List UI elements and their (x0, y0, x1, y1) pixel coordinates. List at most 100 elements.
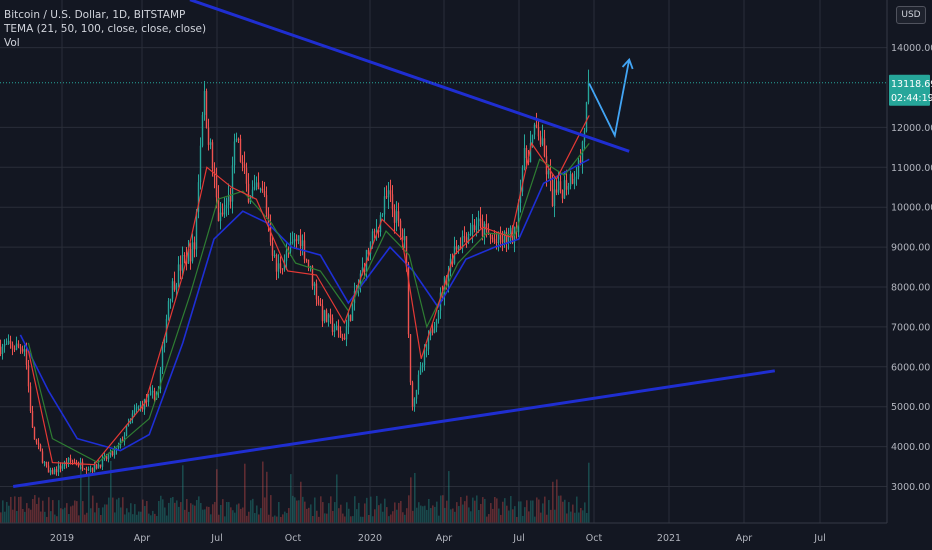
candle-body (457, 246, 460, 250)
candle-body (135, 407, 138, 411)
candle-body (85, 469, 88, 471)
candle-body (471, 224, 474, 234)
volume-bar (18, 497, 20, 523)
volume-bar (52, 500, 54, 523)
volume-bar (138, 511, 140, 523)
candle-body (145, 399, 148, 402)
volume-bar (440, 495, 442, 523)
candle-body (181, 255, 184, 271)
trendline-upper (189, 0, 630, 153)
volume-bar (78, 515, 80, 523)
projection-path (588, 59, 631, 139)
volume-bar (70, 506, 72, 523)
volume-bar (414, 472, 416, 523)
volume-bar (408, 495, 410, 523)
volume-bar (304, 501, 306, 523)
candle-body (55, 469, 58, 473)
candle-body (205, 90, 208, 128)
candle-body (461, 236, 464, 249)
currency-button[interactable]: USD (896, 6, 926, 24)
volume-bar (376, 495, 378, 523)
candle-body (321, 305, 324, 322)
volume-bar (16, 510, 18, 523)
volume-bar (150, 515, 152, 523)
volume-bar (536, 497, 538, 523)
volume-bar (94, 512, 96, 523)
candle-body (219, 212, 222, 222)
candle-body (585, 102, 588, 131)
volume-bar (310, 504, 312, 523)
candle-body (357, 284, 360, 291)
volume-bar (226, 502, 228, 523)
volume-bar (284, 511, 286, 523)
volume-bar (560, 495, 562, 523)
chart-legend: Bitcoin / U.S. Dollar, 1D, BITSTAMP TEMA… (4, 8, 206, 50)
candle-body (387, 190, 390, 198)
candle-body (567, 186, 570, 190)
volume-bar (486, 516, 488, 523)
volume-bar (288, 508, 290, 523)
volume-bar (472, 497, 474, 523)
volume-bar (386, 507, 388, 523)
time-tick-label: Apr (134, 533, 151, 544)
volume-bar (264, 497, 266, 523)
candle-body (175, 284, 178, 290)
candle-body (465, 237, 468, 244)
candle-body (47, 465, 50, 473)
volume-bar (270, 495, 272, 523)
symbol-title[interactable]: Bitcoin / U.S. Dollar, 1D, BITSTAMP (4, 9, 186, 21)
candle-body (367, 250, 370, 255)
volume-bar (212, 504, 214, 523)
volume-bar (502, 501, 504, 523)
candle-body (311, 266, 314, 286)
volume-bar (280, 516, 282, 523)
candle-body (0, 346, 2, 354)
candle-body (81, 461, 84, 469)
candle-body (417, 374, 420, 391)
candle-body (73, 461, 76, 463)
candle-body (543, 138, 546, 157)
volume-bar (112, 497, 114, 523)
volume-bar (176, 500, 178, 523)
volume-bar (510, 496, 512, 523)
indicator-label[interactable]: TEMA (21, 50, 100, close, close, close) (4, 23, 207, 35)
volume-bar (252, 498, 254, 523)
candle-body (413, 398, 416, 407)
volume-bar (260, 508, 262, 523)
candle-body (77, 464, 80, 466)
volume-bar (36, 503, 38, 523)
volume-bar (416, 507, 418, 523)
candle-body (429, 329, 432, 336)
volume-bar (300, 481, 302, 523)
volume-bar (268, 514, 270, 523)
candle-body (257, 182, 260, 190)
candle-body (43, 462, 46, 464)
volume-bar (496, 498, 498, 523)
volume-bar (82, 501, 84, 523)
volume-bar (34, 495, 36, 523)
volume-label[interactable]: Vol (4, 37, 20, 49)
volume-bar (420, 505, 422, 523)
time-tick-label: Oct (285, 533, 302, 544)
candle-body (399, 220, 402, 230)
volume-bar (278, 501, 280, 523)
volume-bar (38, 497, 40, 523)
volume-bar (266, 471, 268, 523)
candle-body (27, 364, 30, 387)
candle-body (237, 138, 240, 140)
candle-body (215, 177, 218, 198)
candle-body (261, 188, 264, 191)
volume-bars (0, 460, 590, 523)
volume-bar (342, 513, 344, 523)
volume-bar (14, 496, 16, 523)
candle-body (507, 234, 510, 244)
candle-body (41, 451, 44, 463)
volume-bar (200, 503, 202, 523)
volume-bar (168, 502, 170, 523)
candle-body (5, 343, 8, 345)
candle-body (37, 442, 40, 445)
volume-bar (412, 510, 414, 523)
volume-bar (136, 514, 138, 523)
candle-body (509, 227, 512, 235)
